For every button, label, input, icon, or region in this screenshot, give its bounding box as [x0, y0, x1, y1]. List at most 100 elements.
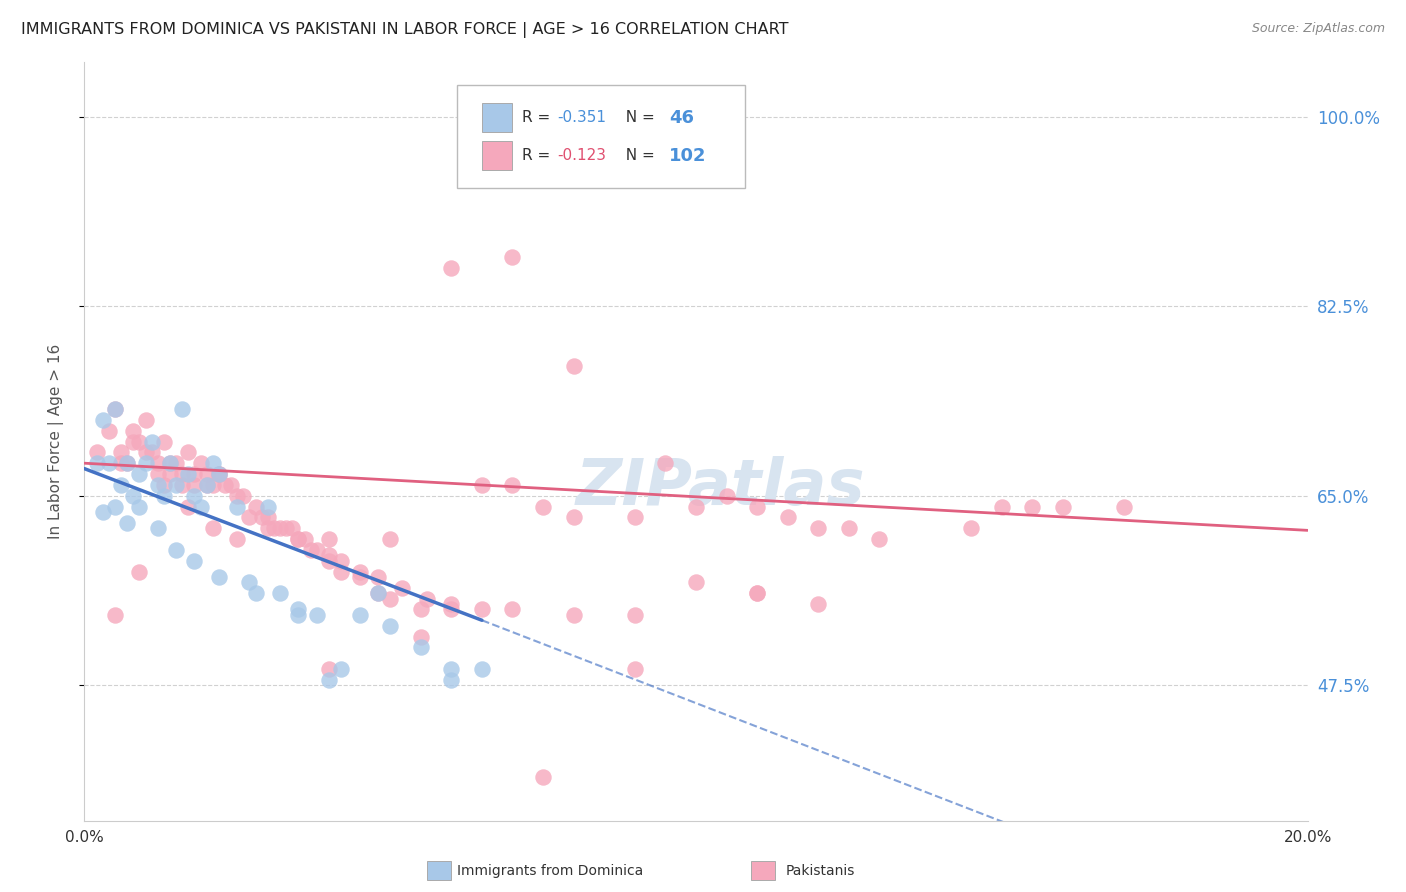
Point — [128, 434, 150, 449]
Point — [146, 521, 169, 535]
Point — [201, 521, 224, 535]
Point — [562, 607, 585, 622]
Point — [624, 662, 647, 676]
Point — [776, 510, 799, 524]
Point — [471, 478, 494, 492]
Point — [471, 602, 494, 616]
Point — [238, 575, 260, 590]
Point — [502, 251, 524, 265]
Point — [208, 570, 231, 584]
Point — [172, 478, 194, 492]
Point — [367, 586, 389, 600]
Point — [287, 602, 309, 616]
Point — [294, 532, 316, 546]
Text: 102: 102 — [669, 146, 707, 165]
Point — [159, 456, 181, 470]
Point — [86, 445, 108, 459]
Bar — [482, 103, 513, 132]
Point — [269, 521, 291, 535]
Point — [299, 542, 322, 557]
Bar — [751, 861, 776, 880]
Point — [195, 467, 218, 481]
Point — [128, 565, 150, 579]
Point — [135, 445, 157, 459]
Point — [367, 570, 389, 584]
Point — [409, 602, 432, 616]
Point — [991, 500, 1014, 514]
Point — [838, 521, 860, 535]
Point — [159, 456, 181, 470]
Point — [440, 597, 463, 611]
Point — [190, 456, 212, 470]
Point — [624, 510, 647, 524]
Point — [165, 542, 187, 557]
Point — [440, 602, 463, 616]
Point — [380, 591, 402, 606]
Point — [172, 402, 194, 417]
Point — [409, 630, 432, 644]
Point — [135, 413, 157, 427]
Point — [960, 521, 983, 535]
Point — [318, 532, 340, 546]
Point — [245, 500, 267, 514]
Point — [250, 510, 273, 524]
Point — [177, 500, 200, 514]
Point — [318, 554, 340, 568]
Point — [318, 548, 340, 563]
Point — [257, 500, 280, 514]
Point — [97, 424, 120, 438]
Point — [869, 532, 891, 546]
Point — [208, 467, 231, 481]
Point — [531, 500, 554, 514]
Point — [391, 581, 413, 595]
Point — [104, 500, 127, 514]
Point — [349, 570, 371, 584]
Point — [502, 478, 524, 492]
Point — [562, 510, 585, 524]
Point — [177, 467, 200, 481]
Text: Source: ZipAtlas.com: Source: ZipAtlas.com — [1251, 22, 1385, 36]
Point — [232, 489, 254, 503]
Point — [183, 489, 205, 503]
Point — [104, 402, 127, 417]
Point — [128, 467, 150, 481]
Point — [219, 478, 242, 492]
Point — [122, 434, 145, 449]
Text: N =: N = — [616, 111, 659, 125]
Point — [115, 456, 138, 470]
Point — [263, 521, 285, 535]
Point — [165, 478, 187, 492]
Point — [91, 505, 114, 519]
Point — [245, 586, 267, 600]
Point — [716, 489, 738, 503]
Point — [330, 565, 353, 579]
Point — [747, 500, 769, 514]
Text: -0.123: -0.123 — [558, 148, 607, 163]
Point — [287, 532, 309, 546]
Point — [685, 500, 707, 514]
Text: N =: N = — [616, 148, 659, 163]
Point — [287, 532, 309, 546]
Point — [128, 500, 150, 514]
Point — [624, 607, 647, 622]
Text: Pakistanis: Pakistanis — [786, 863, 855, 878]
Point — [153, 434, 176, 449]
Point — [104, 402, 127, 417]
Point — [208, 467, 231, 481]
Point — [269, 586, 291, 600]
Point — [409, 640, 432, 655]
Point — [380, 618, 402, 632]
Point — [1114, 500, 1136, 514]
Point — [226, 500, 249, 514]
Point — [305, 542, 328, 557]
Point — [257, 521, 280, 535]
Point — [276, 521, 298, 535]
Point — [367, 586, 389, 600]
Point — [172, 467, 194, 481]
Point — [195, 478, 218, 492]
Point — [257, 510, 280, 524]
Bar — [427, 861, 451, 880]
Text: R =: R = — [522, 148, 555, 163]
Point — [183, 478, 205, 492]
Point — [287, 607, 309, 622]
